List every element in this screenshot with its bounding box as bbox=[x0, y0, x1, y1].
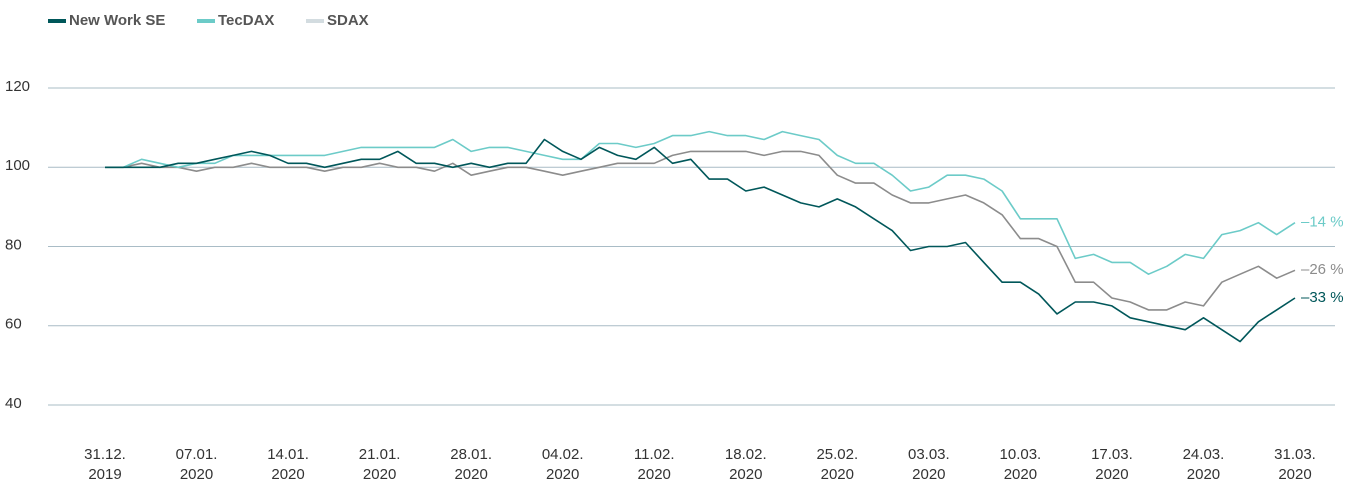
x-tick-label: 04.02. 2020 bbox=[541, 446, 584, 483]
x-tick-label: 10.03. 2020 bbox=[999, 446, 1042, 483]
y-tick-label: 60 bbox=[5, 316, 22, 333]
end-label: –26 % bbox=[1301, 261, 1344, 278]
y-tick-label: 120 bbox=[5, 78, 30, 95]
legend-label: New Work SE bbox=[69, 12, 166, 29]
series-line bbox=[105, 150, 1296, 311]
legend-label: TecDAX bbox=[218, 12, 275, 29]
x-tick-label: 14.01. 2020 bbox=[267, 446, 309, 483]
legend-swatch bbox=[306, 18, 324, 23]
x-tick-label: 28.01. 2020 bbox=[450, 446, 492, 483]
x-tick-label: 11.02. 2020 bbox=[633, 446, 675, 483]
legend-swatch bbox=[197, 18, 215, 23]
x-tick-label: 21.01. 2020 bbox=[358, 446, 401, 483]
x-tick-label: 24.03. 2020 bbox=[1182, 446, 1225, 483]
y-tick-label: 100 bbox=[5, 157, 30, 174]
x-tick-label: 07.01. 2020 bbox=[175, 446, 218, 483]
x-tick-label: 25.02. 2020 bbox=[816, 446, 859, 483]
series-line bbox=[105, 138, 1296, 343]
end-label: –33 % bbox=[1301, 289, 1344, 306]
x-tick-label: 31.03. 2020 bbox=[1274, 446, 1316, 483]
legend-label: SDAX bbox=[327, 12, 369, 29]
end-label: –14 % bbox=[1301, 214, 1344, 231]
legend-item: SDAX bbox=[306, 12, 369, 29]
x-tick-label: 18.02. 2020 bbox=[724, 446, 767, 483]
legend-swatch bbox=[48, 18, 66, 23]
legend-item: TecDAX bbox=[197, 12, 274, 29]
x-tick-label: 31.12. 2019 bbox=[84, 446, 126, 483]
x-tick-label: 17.03. 2020 bbox=[1091, 446, 1133, 483]
y-tick-label: 80 bbox=[5, 236, 22, 253]
x-tick-label: 03.03. 2020 bbox=[907, 446, 950, 483]
y-tick-label: 40 bbox=[5, 395, 22, 412]
legend-item: New Work SE bbox=[48, 12, 165, 29]
series-line bbox=[105, 130, 1296, 275]
